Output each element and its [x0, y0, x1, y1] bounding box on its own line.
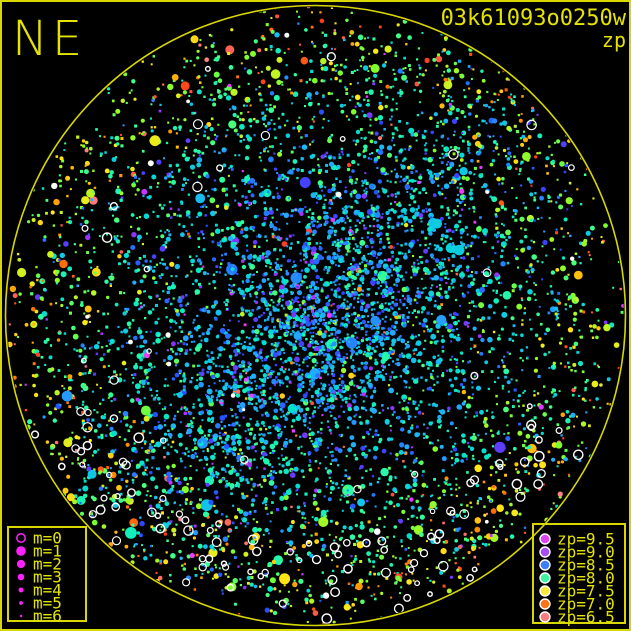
magnitude-legend: m=0 m=1 m=2 m=3 m=4 m=5 m=6: [7, 526, 87, 626]
zp70-dot-icon: [539, 598, 551, 610]
zp-legend-box: [532, 523, 626, 624]
zp95-dot-icon: [539, 533, 551, 545]
m2-dot-icon: [16, 559, 26, 569]
legend-label-m2: m=2: [33, 555, 62, 574]
zp85-dot-icon: [539, 559, 551, 571]
legend-label-m1: m=1: [33, 542, 62, 561]
legend-label-zp85: zp=8.5: [557, 556, 615, 575]
legend-label-zp65: zp=6.5: [557, 608, 615, 627]
legend-label-m4: m=4: [33, 581, 62, 600]
zp-legend: zp=9.5 zp=9.0 zp=8.5 zp=8.0 zp=7.5 zp=7.…: [532, 523, 626, 627]
m5-dot-icon: [19, 601, 23, 605]
legend-label-m6: m=6: [33, 607, 62, 626]
m1-dot-icon: [16, 546, 26, 556]
legend-label-m0: m=0: [33, 529, 62, 548]
m0-open-circle-icon: [16, 533, 26, 543]
legend-label-zp80: zp=8.0: [557, 569, 615, 588]
legend-label-m5: m=5: [33, 594, 62, 613]
legend-label-zp75: zp=7.5: [557, 582, 615, 601]
zp65-dot-icon: [539, 611, 551, 623]
zp75-dot-icon: [539, 585, 551, 597]
plot-subtitle: zp: [602, 28, 626, 52]
m3-dot-icon: [17, 573, 25, 581]
legend-label-zp95: zp=9.5: [557, 530, 615, 549]
star-field: [7, 7, 624, 624]
m6-dot-icon: [19, 614, 23, 618]
zp90-dot-icon: [539, 546, 551, 558]
legend-label-zp90: zp=9.0: [557, 543, 615, 562]
magnitude-legend-box: [7, 526, 87, 622]
zp80-dot-icon: [539, 572, 551, 584]
legend-label-m3: m=3: [33, 568, 62, 587]
plot-title: 03k61093o0250w: [441, 6, 627, 31]
m4-dot-icon: [18, 587, 24, 593]
corner-label: NE: [12, 11, 86, 67]
legend-label-zp70: zp=7.0: [557, 595, 615, 614]
sky-circle: [4, 4, 627, 627]
